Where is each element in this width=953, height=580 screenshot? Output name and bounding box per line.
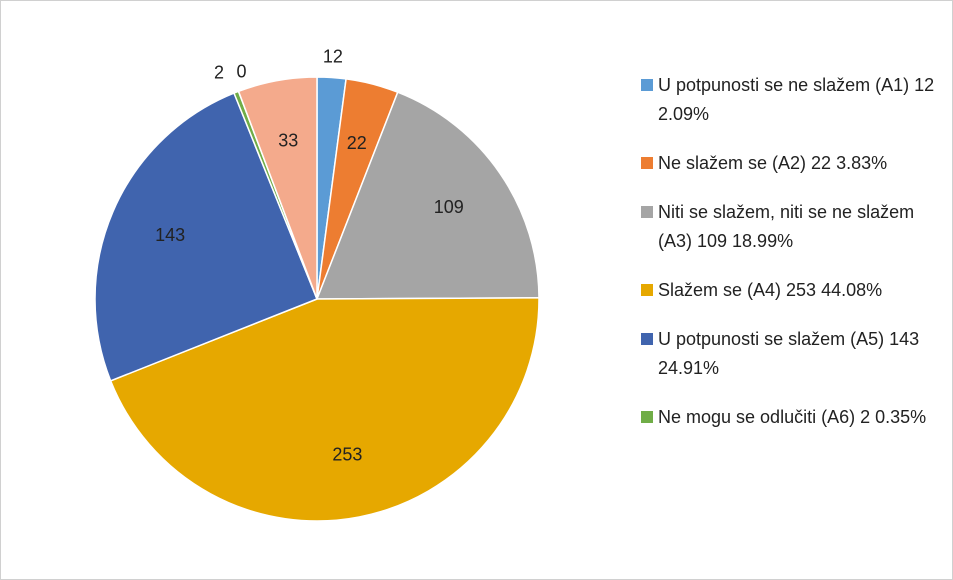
legend-label: Niti se slažem, niti se ne slažem (A3) 1… <box>658 202 915 251</box>
legend-label: U potpunosti se slažem (A5) 143 24.91% <box>658 329 920 378</box>
pie-slice <box>109 297 540 522</box>
data-label: 12 <box>323 46 343 66</box>
legend-swatch <box>641 79 653 91</box>
legend-swatch <box>641 206 653 218</box>
data-label: 143 <box>155 225 185 245</box>
pie-slice <box>237 76 318 300</box>
data-label: 253 <box>332 445 362 465</box>
data-label: 33 <box>278 131 298 151</box>
legend-label: U potpunosti se ne slažem (A1) 12 2.09% <box>658 75 935 124</box>
legend-item: Slažem se (A4) 253 44.08% <box>641 276 941 305</box>
legend-item: U potpunosti se slažem (A5) 143 24.91% <box>641 325 941 383</box>
legend-label: Ne slažem se (A2) 22 3.83% <box>658 153 888 173</box>
legend-item: U potpunosti se ne slažem (A1) 12 2.09% <box>641 71 941 129</box>
legend-item: Niti se slažem, niti se ne slažem (A3) 1… <box>641 198 941 256</box>
legend-swatch <box>641 157 653 169</box>
pie-slice <box>315 91 540 300</box>
data-label: 2 <box>214 62 224 82</box>
legend: U potpunosti se ne slažem (A1) 12 2.09% N… <box>641 71 941 452</box>
legend-label: Slažem se (A4) 253 44.08% <box>658 280 883 300</box>
legend-swatch <box>641 411 653 423</box>
pie-slice <box>94 92 318 382</box>
data-label: 0 <box>236 61 246 81</box>
legend-swatch <box>641 333 653 345</box>
data-label: 109 <box>434 197 464 217</box>
data-label: 22 <box>347 133 367 153</box>
legend-item: Ne mogu se odlučiti (A6) 2 0.35% <box>641 403 941 432</box>
legend-label: Ne mogu se odlučiti (A6) 2 0.35% <box>658 407 927 427</box>
legend-item: Ne slažem se (A2) 22 3.83% <box>641 149 941 178</box>
legend-swatch <box>641 284 653 296</box>
